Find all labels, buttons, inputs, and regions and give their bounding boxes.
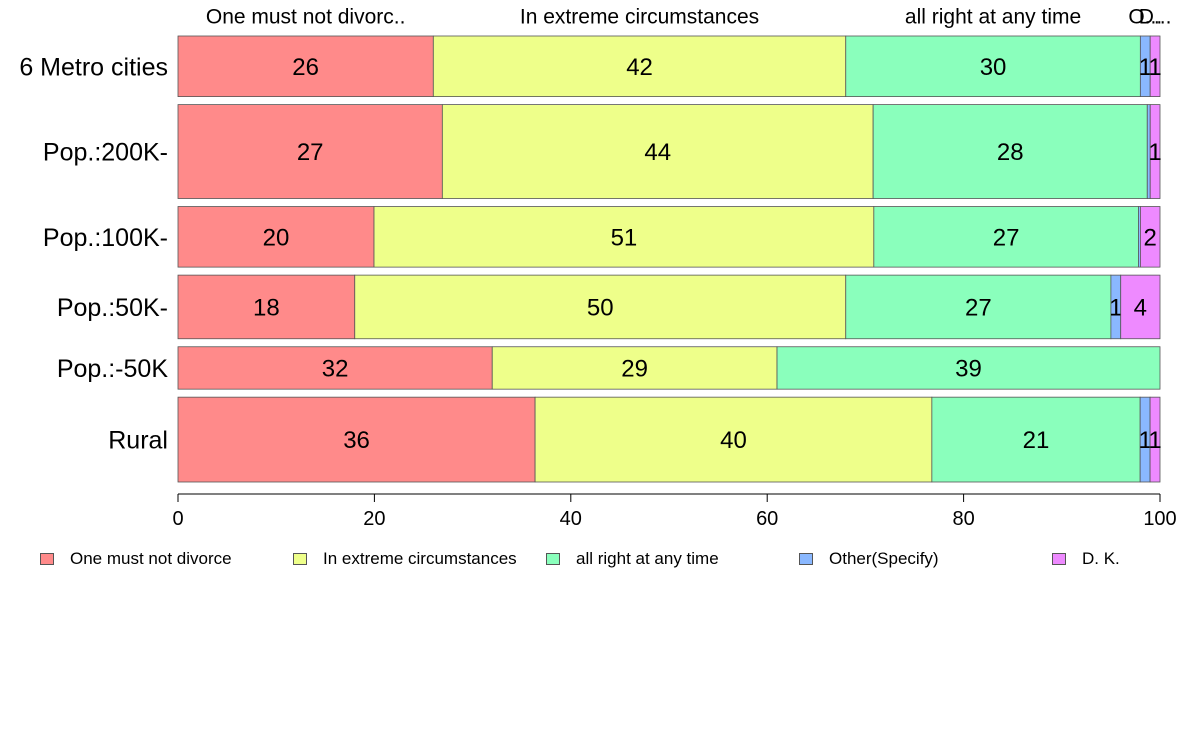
- bar-value-label: 28: [997, 139, 1024, 166]
- bar-segment: [776, 346, 1161, 390]
- bar-segment: [177, 274, 356, 340]
- bar-value-label: 1: [1109, 294, 1122, 321]
- x-tick-label: 40: [560, 508, 582, 530]
- bar-segment: [1149, 35, 1161, 97]
- legend-label: Other(Specify): [829, 549, 939, 568]
- segment-header-label: One must not divorc..: [206, 6, 406, 29]
- bar-segment: [441, 104, 874, 199]
- x-tick-label: 100: [1143, 508, 1176, 530]
- bar-value-label: 32: [322, 355, 349, 382]
- bar-value-label: 39: [955, 355, 982, 382]
- bar-value-label: 27: [297, 139, 324, 166]
- segment-header-label: D...: [1139, 6, 1172, 29]
- bar-value-label: 27: [993, 224, 1020, 251]
- legend-item: Other(Specify): [799, 548, 939, 570]
- legend-item: One must not divorce: [40, 548, 232, 570]
- x-tick-label: 20: [363, 508, 385, 530]
- bar-value-label: 21: [1023, 427, 1050, 454]
- legend-swatch: [40, 553, 54, 565]
- legend-item: D. K.: [1052, 548, 1120, 570]
- legend-label: In extreme circumstances: [323, 549, 517, 568]
- bar-segment: [177, 206, 375, 268]
- bar-segment: [432, 35, 847, 97]
- bar-segment: [1120, 274, 1161, 340]
- legend-swatch: [546, 553, 560, 565]
- segment-header-label: all right at any time: [905, 6, 1081, 29]
- bar-value-label: 50: [587, 294, 614, 321]
- bar-value-label: 1: [1148, 54, 1161, 81]
- bar-segment: [177, 346, 493, 390]
- bar-value-label: 20: [263, 224, 290, 251]
- segment-header-labels: One must not divorc.. In extreme circumst…: [206, 6, 1172, 29]
- category-label: Rural: [108, 427, 168, 455]
- bar-segment: [491, 346, 778, 390]
- bar-segment: [845, 274, 1112, 340]
- bar-segment: [354, 274, 847, 340]
- category-label: Pop.:50K-: [57, 294, 168, 322]
- legend-label: D. K.: [1082, 549, 1120, 568]
- legend-label: One must not divorce: [70, 549, 232, 568]
- bar-segment: [177, 104, 443, 199]
- legend: One must not divorce In extreme circumsta…: [40, 548, 1160, 570]
- x-axis: 0 20 40 60 80 100: [172, 493, 1177, 530]
- bar-segment: [177, 396, 536, 483]
- category-labels: 6 Metro cities Pop.:200K- Pop.:100K- Pop.:5…: [19, 53, 168, 454]
- x-tick-label: 80: [952, 508, 974, 530]
- bar-value-label: 26: [292, 54, 319, 81]
- bar-value-label: 51: [611, 224, 638, 251]
- bar-segment: [873, 206, 1139, 268]
- bar-value-label: 18: [253, 294, 280, 321]
- bar-value-label: 1: [1148, 139, 1161, 166]
- category-label: Pop.:-50K: [57, 355, 169, 383]
- bar-segment: [373, 206, 875, 268]
- x-tick-label: 0: [172, 508, 183, 530]
- bar-value-label: 1: [1139, 54, 1152, 81]
- bar-segment: [1139, 206, 1161, 268]
- legend-item: In extreme circumstances: [293, 548, 517, 570]
- bar-value-label: 42: [626, 54, 653, 81]
- bar-value-label: 2: [1144, 224, 1157, 251]
- bar-segment: [931, 396, 1141, 483]
- category-label: 6 Metro cities: [19, 53, 168, 81]
- bar-value-label: 29: [621, 355, 648, 382]
- legend-label: all right at any time: [576, 549, 719, 568]
- bar-value-label: 30: [980, 54, 1007, 81]
- segment-header-label: In extreme circumstances: [520, 6, 759, 29]
- bar-value-label: 40: [720, 427, 747, 454]
- bar-value-label: 1: [1138, 427, 1151, 454]
- bar-value-label: 4: [1134, 294, 1147, 321]
- legend-item: all right at any time: [546, 548, 719, 570]
- bar-value-label: 27: [965, 294, 992, 321]
- bar-segment: [1149, 104, 1161, 199]
- bar-value-label: 36: [343, 427, 370, 454]
- legend-swatch: [1052, 553, 1066, 565]
- bar-segment: [872, 104, 1148, 199]
- category-label: Pop.:100K-: [43, 224, 168, 252]
- bar-segment: [1149, 396, 1161, 483]
- bar-value-label: 1: [1148, 427, 1161, 454]
- category-label: Pop.:200K-: [43, 139, 168, 167]
- bar-segment: [534, 396, 933, 483]
- legend-swatch: [293, 553, 307, 565]
- legend-swatch: [799, 553, 813, 565]
- bar-value-label: 44: [644, 139, 671, 166]
- x-tick-label: 60: [756, 508, 778, 530]
- segment-header-label: O...: [1128, 6, 1162, 29]
